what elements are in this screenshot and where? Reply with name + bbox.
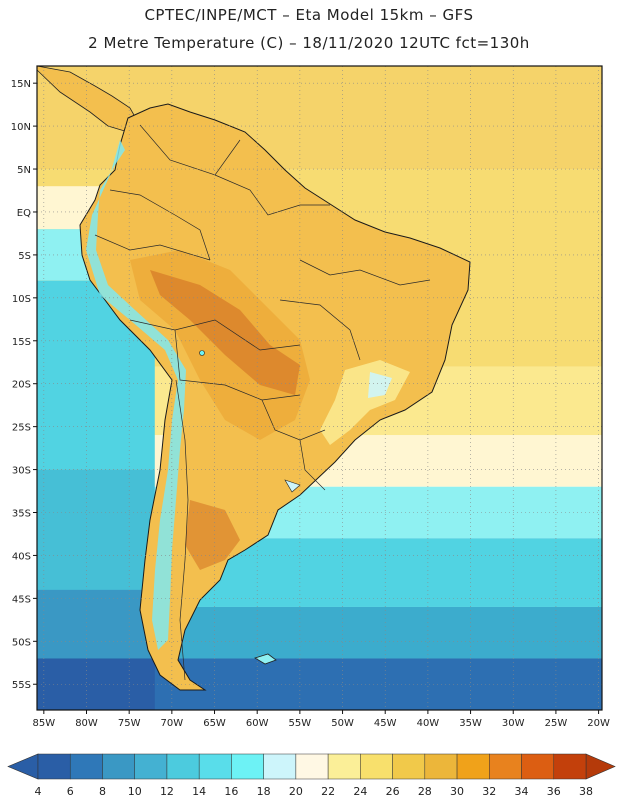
lon-label: 50W — [331, 718, 354, 729]
lagoa-dos-patos — [284, 479, 301, 493]
colorbar-swatch — [424, 753, 458, 780]
lat-lon-grid — [37, 66, 602, 710]
colorbar-swatch — [263, 753, 297, 780]
lon-label: 35W — [459, 718, 482, 729]
lake-titicaca — [199, 350, 205, 356]
lat-label: 5N — [17, 165, 31, 176]
lon-label: 45W — [374, 718, 397, 729]
colorbar-swatch — [37, 753, 71, 780]
lat-label: EQ — [17, 208, 31, 219]
lon-label: 40W — [417, 718, 440, 729]
colorbar: 4 6 8 10 12 14 16 18 20 22 24 26 28 30 32 34 36 38 — [7, 753, 616, 798]
figure-subtitle: 2 Metre Temperature (C) – 18/11/2020 12U… — [88, 34, 530, 52]
colorbar-swatch — [231, 753, 264, 780]
colorbar-tick-label: 32 — [482, 785, 496, 798]
colorbar-swatch — [392, 753, 426, 780]
lat-label: 30S — [12, 466, 31, 477]
patagonia-warm-zone — [185, 500, 240, 570]
colorbar-swatch — [327, 753, 361, 780]
pacific-band-3 — [37, 469, 155, 590]
lat-label: 15S — [12, 337, 31, 348]
lon-label: 60W — [246, 718, 269, 729]
colorbar-swatch — [521, 753, 555, 780]
lon-label: 65W — [203, 718, 226, 729]
lat-label: 25S — [12, 423, 31, 434]
colorbar-swatch — [553, 753, 587, 780]
colorbar-tick-label: 20 — [289, 785, 303, 798]
lon-label: 75W — [118, 718, 141, 729]
lon-label: 70W — [161, 718, 184, 729]
country-borders — [94, 124, 431, 681]
colorbar-tick-label: 36 — [547, 785, 561, 798]
pacific-band-4 — [37, 589, 155, 659]
lat-label: 40S — [12, 551, 31, 562]
figure-title: CPTEC/INPE/MCT – Eta Model 15km – GFS — [144, 6, 474, 24]
colorbar-tick-label: 24 — [353, 785, 367, 798]
colorbar-swatch — [69, 753, 103, 780]
colorbar-swatch — [295, 753, 329, 780]
colorbar-tick-label: 10 — [128, 785, 142, 798]
lon-label: 20W — [587, 718, 610, 729]
colorbar-tick-label: 12 — [160, 785, 174, 798]
map-frame — [36, 65, 603, 711]
colorbar-high-arrow — [585, 753, 616, 780]
colorbar-swatch — [102, 753, 135, 780]
colorbar-low-arrow — [7, 753, 39, 780]
colorbar-tick-label: 18 — [257, 785, 271, 798]
longitude-labels: 85W 80W 75W 70W 65W 60W 55W 50W 45W 40W 35W 30W 25W 2… — [33, 710, 610, 729]
colorbar-tick-label: 22 — [321, 785, 335, 798]
lat-label: 35S — [12, 509, 31, 520]
falkland-islands — [254, 653, 277, 665]
colorbar-swatch — [489, 753, 522, 780]
colorbar-tick-label: 8 — [99, 785, 106, 798]
colorbar-swatch — [456, 753, 490, 780]
colorbar-swatch — [166, 753, 200, 780]
lat-label: 45S — [12, 594, 31, 605]
colorbar-tick-label: 30 — [450, 785, 464, 798]
lat-label: 10N — [11, 122, 31, 133]
colorbar-tick-label: 6 — [67, 785, 74, 798]
colorbar-tick-label: 4 — [35, 785, 42, 798]
lat-label: 10S — [12, 294, 31, 305]
hot-core-zone — [150, 270, 300, 395]
lat-label: 5S — [18, 251, 31, 262]
lat-label: 15N — [11, 79, 31, 90]
lon-label: 55W — [289, 718, 312, 729]
colorbar-tick-label: 14 — [192, 785, 206, 798]
lon-label: 25W — [545, 718, 568, 729]
lon-label: 85W — [33, 718, 56, 729]
lat-label: 20S — [12, 380, 31, 391]
lon-label: 30W — [502, 718, 525, 729]
colorbar-tick-label: 38 — [579, 785, 593, 798]
lat-label: 50S — [12, 637, 31, 648]
colorbar-tick-label: 16 — [224, 785, 238, 798]
andes-cool-strip — [86, 140, 186, 650]
colorbar-swatch — [360, 753, 393, 780]
lat-label: 55S — [12, 680, 31, 691]
colorbar-tick-label: 26 — [386, 785, 400, 798]
colorbar-tick-label: 34 — [515, 785, 529, 798]
colorbar-swatch — [198, 753, 232, 780]
colorbar-tick-label: 28 — [418, 785, 432, 798]
pacific-band-5 — [37, 658, 155, 710]
colorbar-swatch — [134, 753, 168, 780]
latitude-labels: 15N 10N 5N EQ 5S 10S 15S 20S 25S 30S 35S 40S 45S 50S 5… — [11, 79, 37, 691]
serra-mantiqueira-cool — [368, 372, 392, 398]
lon-label: 80W — [75, 718, 98, 729]
